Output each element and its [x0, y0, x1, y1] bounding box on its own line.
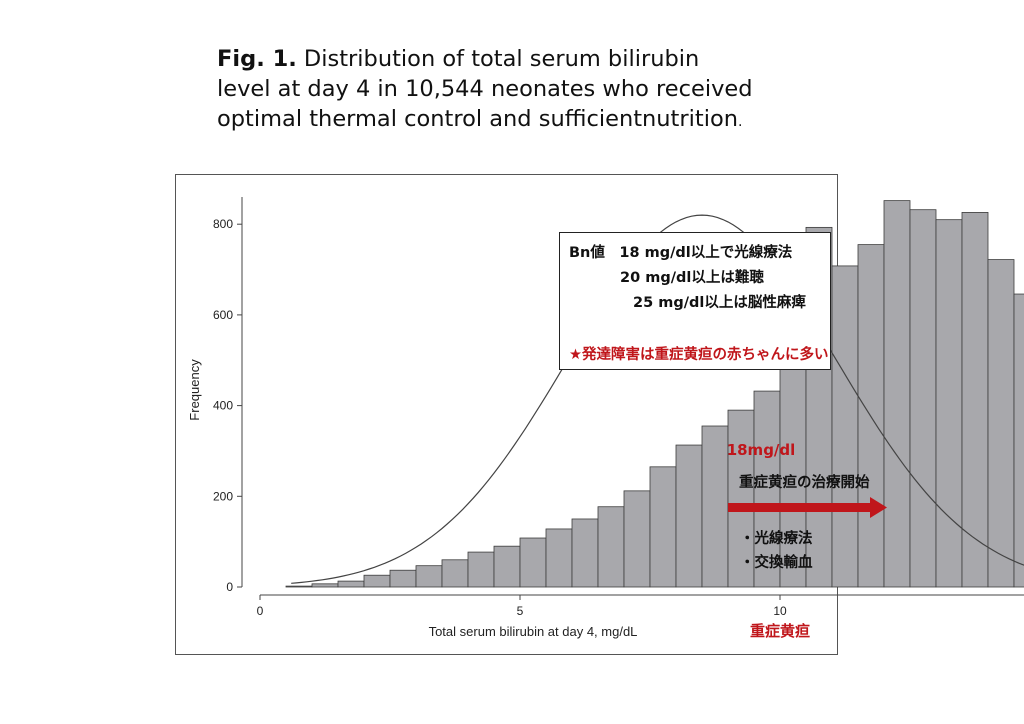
title-line-2: level at day 4 in 10,544 neonates who re…: [217, 76, 753, 102]
title-line-3: optimal thermal control and sufficientnu…: [217, 106, 738, 132]
treatment-item-exchange-transfusion: ・交換輸血: [740, 553, 813, 571]
annotation-line-2: 20 mg/dl以上は難聴: [620, 270, 764, 286]
annotation-line-4: ★発達障害は重症黄疸の赤ちゃんに多い: [569, 347, 829, 363]
histogram-bar: [441, 559, 469, 588]
histogram-bar: [571, 518, 599, 588]
x-tick-label: 0: [257, 604, 264, 618]
normal-fit-curve: [291, 214, 1024, 584]
x-tick-label: 10: [773, 604, 787, 618]
y-tick-label: 0: [226, 580, 233, 594]
figure-number: Fig. 1.: [217, 46, 297, 72]
histogram-bar: [909, 209, 937, 588]
histogram-bar: [779, 339, 807, 588]
histogram-bar: [961, 212, 989, 588]
histogram-bar: [883, 200, 911, 588]
histogram-bar: [831, 265, 859, 588]
histogram-bar: [935, 219, 963, 588]
x-axis-label: Total serum bilirubin at day 4, mg/dL: [429, 624, 638, 639]
histogram-bar: [597, 506, 625, 588]
annotation-line-3: 25 mg/dl以上は脳性麻痺: [633, 295, 806, 311]
title-line-1: Distribution of total serum bilirubin: [296, 46, 700, 72]
histogram-bar: [519, 537, 547, 588]
histogram-bar: [493, 545, 521, 588]
histogram-bar: [363, 574, 391, 588]
y-axis-label: Frequency: [187, 359, 202, 421]
annotation-line-1: Bn値 18 mg/dl以上で光線療法: [569, 245, 793, 261]
x-tick-label: 5: [517, 604, 524, 618]
title-period: .: [737, 114, 743, 130]
histogram-bar: [987, 259, 1015, 588]
axes: 051015200200400600800: [213, 196, 1024, 618]
histogram-bar: [389, 569, 417, 588]
histogram-bar: [649, 466, 677, 588]
histogram-bar: [753, 390, 781, 588]
threshold-bottom-label: 重症黄疸: [750, 622, 810, 640]
histogram-bar: [415, 565, 443, 588]
histogram-bar: [311, 583, 339, 588]
histogram-bar: [675, 444, 703, 588]
treatment-arrow-shaft: [728, 503, 872, 512]
y-tick-label: 600: [213, 308, 233, 322]
y-tick-label: 400: [213, 399, 233, 413]
y-tick-label: 800: [213, 217, 233, 231]
figure-title: Fig. 1. Distribution of total serum bili…: [217, 44, 837, 137]
histogram-bar: [337, 580, 365, 588]
treatment-arrow-head: [870, 497, 887, 518]
histogram-bars: [285, 200, 1024, 588]
treatment-item-phototherapy: ・光線療法: [740, 529, 813, 547]
histogram-bar: [467, 551, 495, 588]
threshold-label: 18mg/dl: [727, 441, 796, 459]
histogram-bar: [1013, 293, 1024, 588]
y-tick-label: 200: [213, 489, 233, 503]
histogram-bar: [727, 409, 755, 588]
histogram-bar: [285, 585, 313, 588]
treatment-start-label: 重症黄疸の治療開始: [739, 473, 870, 491]
histogram-bar: [623, 490, 651, 588]
histogram-bar: [701, 425, 729, 588]
histogram-bar: [545, 528, 573, 588]
annotation-box: Bn値 18 mg/dl以上で光線療法 20 mg/dl以上は難聴 25 mg/…: [559, 232, 831, 370]
